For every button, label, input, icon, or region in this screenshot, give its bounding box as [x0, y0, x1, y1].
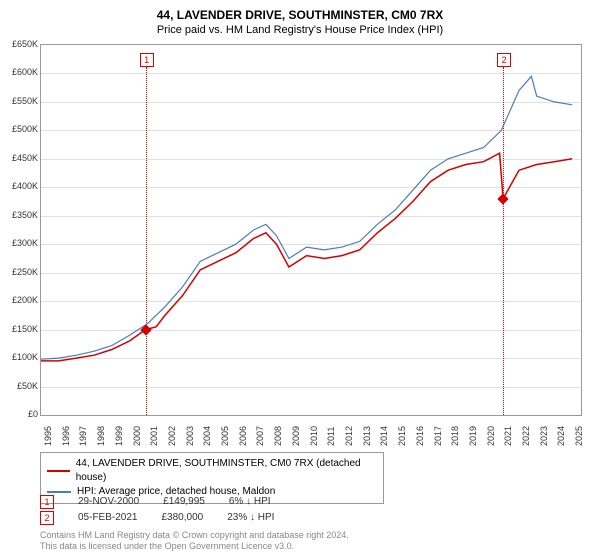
x-axis-label: 2017 [433, 426, 443, 446]
event-marker-icon: 2 [40, 511, 54, 525]
legend-swatch [47, 470, 70, 472]
legend-label: 44, LAVENDER DRIVE, SOUTHMINSTER, CM0 7R… [76, 457, 377, 485]
series-line-hpi [41, 76, 572, 359]
x-axis-label: 2011 [326, 427, 336, 446]
chart-subtitle: Price paid vs. HM Land Registry's House … [0, 22, 600, 42]
x-axis-label: 2003 [185, 426, 195, 446]
y-axis-label: £0 [2, 409, 38, 419]
y-axis-label: £100K [2, 352, 38, 362]
y-axis-label: £200K [2, 295, 38, 305]
event-price: £149,995 [163, 494, 205, 510]
license-line: Contains HM Land Registry data © Crown c… [40, 530, 349, 541]
x-axis-label: 2013 [362, 426, 372, 446]
event-marker-box: 2 [497, 53, 511, 67]
event-date: 05-FEB-2021 [78, 510, 137, 526]
event-marker-icon: 1 [40, 495, 54, 509]
event-delta: 23% ↓ HPI [227, 510, 274, 526]
y-axis-label: £500K [2, 124, 38, 134]
event-marker-box: 1 [140, 53, 154, 67]
x-axis-label: 2002 [167, 426, 177, 446]
y-axis-label: £600K [2, 67, 38, 77]
y-axis-label: £250K [2, 267, 38, 277]
x-axis-label: 2015 [397, 426, 407, 446]
x-axis-label: 2012 [344, 426, 354, 446]
x-axis-label: 2014 [379, 426, 389, 446]
y-axis-label: £450K [2, 153, 38, 163]
y-axis-label: £300K [2, 238, 38, 248]
x-axis-label: 2005 [220, 426, 230, 446]
y-axis-label: £400K [2, 181, 38, 191]
y-axis-label: £50K [2, 381, 38, 391]
x-axis-label: 2019 [468, 426, 478, 446]
x-axis-label: 1995 [43, 426, 53, 446]
y-axis-label: £150K [2, 324, 38, 334]
line-series-svg [41, 45, 581, 415]
chart-title: 44, LAVENDER DRIVE, SOUTHMINSTER, CM0 7R… [0, 0, 600, 22]
y-axis-label: £350K [2, 210, 38, 220]
x-axis-label: 2004 [202, 426, 212, 446]
event-price: £380,000 [161, 510, 203, 526]
x-axis-label: 1997 [78, 426, 88, 446]
x-axis-label: 2020 [486, 426, 496, 446]
x-axis-label: 2024 [556, 426, 566, 446]
x-axis-label: 2001 [149, 426, 159, 446]
plot-area: 12 [40, 44, 582, 416]
chart-container: { "title": "44, LAVENDER DRIVE, SOUTHMIN… [0, 0, 600, 560]
x-axis-label: 2021 [503, 426, 513, 446]
events-table: 1 29-NOV-2000 £149,995 6% ↓ HPI 2 05-FEB… [40, 494, 274, 526]
x-axis-label: 2010 [309, 426, 319, 446]
license-line: This data is licensed under the Open Gov… [40, 541, 349, 552]
x-axis-label: 2023 [539, 426, 549, 446]
x-axis-label: 1996 [61, 426, 71, 446]
license-text: Contains HM Land Registry data © Crown c… [40, 530, 349, 552]
x-axis-label: 2009 [291, 426, 301, 446]
x-axis-label: 2025 [574, 426, 584, 446]
x-axis-label: 1999 [114, 426, 124, 446]
x-axis-label: 2018 [450, 426, 460, 446]
x-axis-label: 2006 [238, 426, 248, 446]
x-axis-label: 2008 [273, 426, 283, 446]
x-axis-label: 2007 [255, 426, 265, 446]
x-axis-label: 2016 [415, 426, 425, 446]
y-axis-label: £550K [2, 96, 38, 106]
event-delta: 6% ↓ HPI [229, 494, 271, 510]
series-line-price_paid [41, 153, 572, 361]
event-row: 2 05-FEB-2021 £380,000 23% ↓ HPI [40, 510, 274, 526]
y-axis-label: £650K [2, 39, 38, 49]
x-axis-label: 1998 [96, 426, 106, 446]
x-axis-label: 2022 [521, 426, 531, 446]
legend-item: 44, LAVENDER DRIVE, SOUTHMINSTER, CM0 7R… [47, 457, 377, 485]
event-row: 1 29-NOV-2000 £149,995 6% ↓ HPI [40, 494, 274, 510]
x-axis-label: 2000 [132, 426, 142, 446]
legend-swatch [47, 491, 71, 493]
event-date: 29-NOV-2000 [78, 494, 139, 510]
